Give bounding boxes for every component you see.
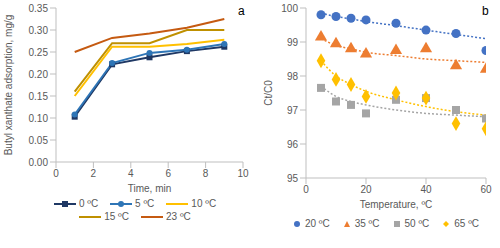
svg-text:0.30: 0.30 — [29, 25, 49, 36]
svg-text:0.10: 0.10 — [29, 113, 49, 124]
svg-text:0: 0 — [53, 168, 59, 179]
svg-text:40: 40 — [420, 184, 432, 195]
svg-text:2: 2 — [91, 168, 97, 179]
svg-text:98: 98 — [287, 71, 299, 82]
svg-text:0.05: 0.05 — [29, 135, 49, 146]
svg-text:60: 60 — [480, 184, 492, 195]
svg-text:10: 10 — [237, 168, 249, 179]
svg-text:0.20: 0.20 — [29, 69, 49, 80]
html-text:50 ºC: 50 ºC — [404, 218, 430, 229]
html-text:0 ºC: 0 ºC — [78, 198, 99, 209]
svg-text:Time, min: Time, min — [128, 183, 172, 194]
svg-text:Temperature, ºC: Temperature, ºC — [360, 199, 433, 210]
svg-text:0.15: 0.15 — [29, 91, 49, 102]
svg-text:6: 6 — [165, 168, 171, 179]
svg-text:97: 97 — [287, 105, 299, 116]
svg-text:8: 8 — [203, 168, 209, 179]
html-text:20 ºC: 20 ºC — [304, 218, 330, 229]
html-text:b: b — [482, 4, 489, 18]
html-text:5 ºC: 5 ºC — [135, 198, 155, 209]
html-text:10 ºC: 10 ºC — [191, 198, 217, 209]
svg-text:0.35: 0.35 — [29, 3, 49, 14]
svg-text:99: 99 — [287, 37, 299, 48]
svg-text:0: 0 — [303, 184, 309, 195]
svg-text:0.25: 0.25 — [29, 47, 49, 58]
html-text:23 ºC: 23 ºC — [166, 211, 191, 222]
svg-text:0.00: 0.00 — [29, 157, 49, 168]
svg-text:96: 96 — [287, 139, 299, 150]
svg-text:Ct/C0: Ct/C0 — [263, 80, 274, 106]
html-text:65 ºC: 65 ºC — [454, 218, 480, 229]
svg-text:Butyl xanthate adsorption, mg/: Butyl xanthate adsorption, mg/g — [8, 15, 14, 156]
svg-text:100: 100 — [281, 3, 298, 14]
html-text:a: a — [238, 4, 245, 18]
svg-text:20: 20 — [360, 184, 372, 195]
svg-text:4: 4 — [128, 168, 134, 179]
html-text:35 ºC: 35 ºC — [354, 218, 380, 229]
html-text:15 ºC: 15 ºC — [104, 211, 129, 222]
svg-text:95: 95 — [287, 173, 299, 184]
